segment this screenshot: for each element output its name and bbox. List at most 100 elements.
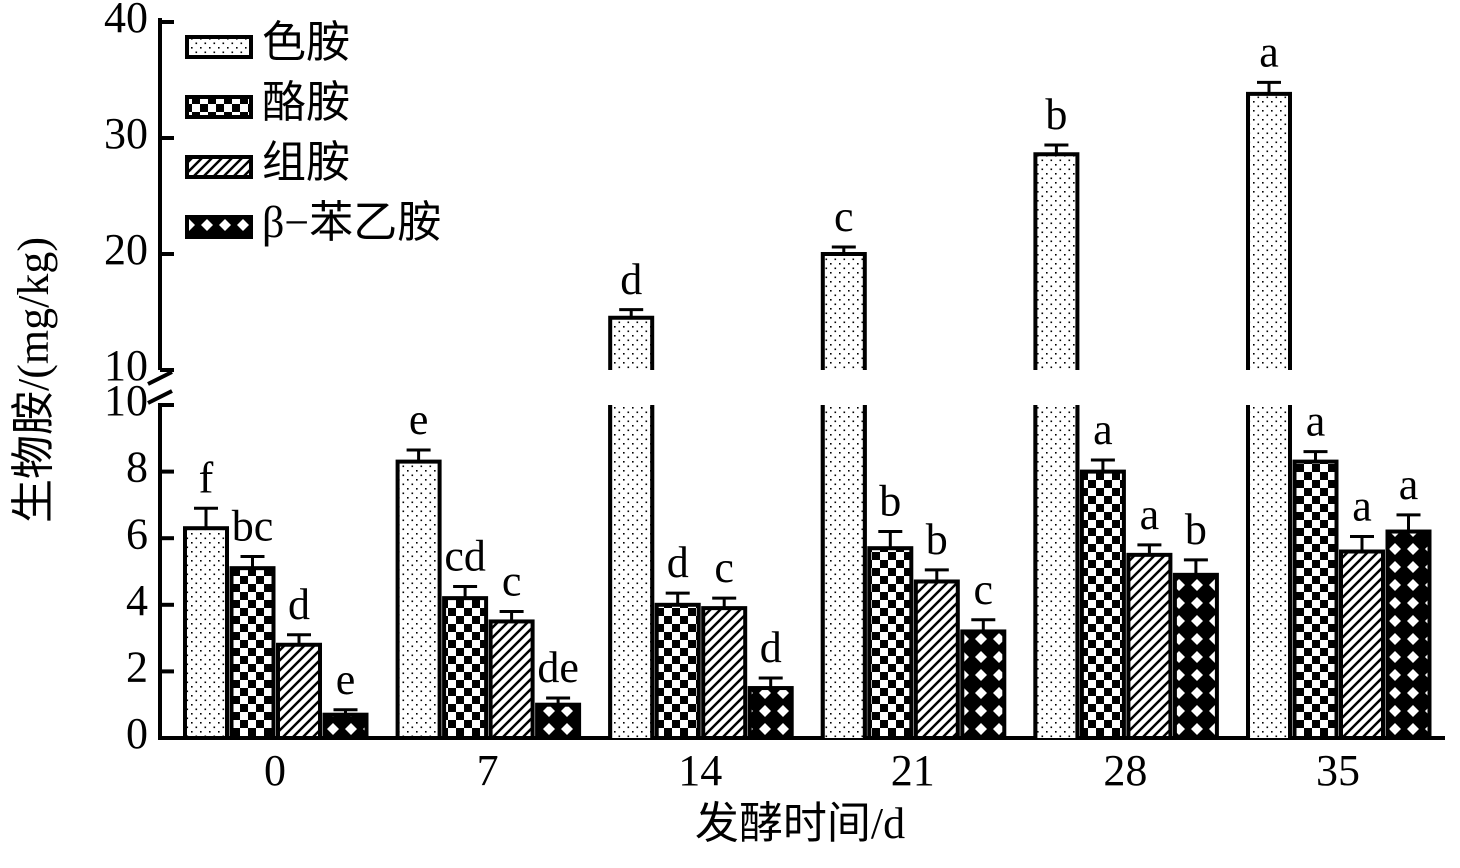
bar: [822, 405, 865, 738]
bar: [488, 619, 535, 741]
bar: [867, 546, 914, 740]
legend-label: 组胺: [262, 138, 350, 187]
error-bar: [878, 530, 903, 549]
significance-letter: a: [1399, 460, 1419, 509]
bar: [820, 252, 867, 370]
significance-letter: c: [502, 557, 522, 606]
bar: [442, 596, 489, 741]
error-bar: [831, 245, 856, 254]
y-tick-label: 4: [126, 576, 148, 625]
error-bar: [1396, 513, 1421, 532]
bar: [1246, 91, 1292, 370]
bar: [610, 405, 653, 738]
y-tick-label: 8: [126, 443, 148, 492]
bar: [1126, 552, 1173, 740]
significance-letter: b: [879, 477, 901, 526]
error-bar: [758, 676, 783, 689]
error-bar: [406, 448, 431, 462]
y-tick-label: 40: [104, 0, 148, 42]
bar: [183, 526, 229, 741]
bar: [1035, 405, 1078, 738]
significance-letter: d: [288, 580, 310, 629]
x-tick-label: 28: [1103, 746, 1147, 795]
significance-letter: d: [620, 255, 642, 304]
legend-label: 酪胺: [262, 78, 350, 127]
x-tick-label: 7: [477, 746, 499, 795]
legend-swatch: [185, 35, 253, 59]
bar: [913, 579, 960, 740]
x-tick-label: 21: [891, 746, 935, 795]
significance-letter: c: [834, 192, 854, 241]
significance-letter: f: [199, 453, 214, 502]
error-bar: [546, 696, 571, 705]
y-tick-label: 2: [126, 642, 148, 691]
error-bar: [453, 584, 478, 599]
error-bar: [971, 618, 996, 632]
error-bar: [499, 609, 524, 622]
legend-swatch: [185, 95, 253, 119]
significance-letter: c: [714, 543, 734, 592]
legend-swatch: [185, 155, 253, 179]
significance-letter: bc: [232, 502, 274, 551]
error-bar: [1183, 558, 1208, 575]
significance-letter: a: [1259, 27, 1279, 76]
error-bar: [619, 308, 644, 318]
bar: [747, 686, 794, 740]
significance-letter: a: [1352, 482, 1372, 531]
bar: [1033, 405, 1080, 738]
y-axis-label: 生物胺/(mg/kg): [9, 237, 58, 523]
y-tick-label: 30: [104, 109, 148, 158]
error-bar: [1137, 543, 1162, 555]
axis-break: [147, 370, 173, 405]
error-bar: [1044, 143, 1069, 155]
legend-label: β−苯乙胺: [262, 198, 441, 247]
bar: [229, 566, 276, 740]
error-bar: [287, 633, 311, 645]
y-tick-label: 10: [104, 376, 148, 425]
bar: [1339, 549, 1385, 741]
bar: [654, 602, 701, 740]
error-bar: [924, 568, 949, 582]
x-tick-label: 0: [264, 746, 286, 795]
bar: [1079, 469, 1126, 740]
bar: [1248, 405, 1290, 738]
error-bar: [1090, 458, 1115, 472]
legend-label: 色胺: [262, 18, 350, 67]
significance-letter: de: [537, 643, 579, 692]
significance-letter: b: [1185, 505, 1207, 554]
significance-letter: b: [926, 515, 948, 564]
significance-letter: b: [1045, 90, 1067, 139]
error-bar: [712, 596, 737, 609]
significance-letter: d: [760, 623, 782, 672]
error-bar: [333, 708, 358, 715]
error-bar: [1257, 80, 1281, 94]
significance-letter: e: [336, 655, 356, 704]
bar: [608, 315, 655, 370]
significance-letter: cd: [444, 532, 486, 581]
error-bar: [1303, 450, 1328, 462]
significance-letter: c: [974, 565, 994, 614]
y-tick-label: 20: [104, 225, 148, 274]
bar: [395, 459, 442, 740]
bar: [701, 606, 748, 740]
bar: [820, 405, 867, 738]
bar: [276, 642, 322, 741]
bar: [1246, 405, 1292, 738]
error-bar: [240, 555, 265, 569]
y-tick-label: 0: [126, 709, 148, 758]
significance-letter: e: [409, 395, 429, 444]
bar: [608, 405, 655, 738]
legend-swatch: [185, 215, 253, 239]
bar: [535, 702, 582, 741]
y-tick-label: 10: [104, 341, 148, 390]
x-axis-label: 发酵时间/d: [695, 799, 905, 848]
significance-letter: d: [667, 538, 689, 587]
y-tick-label: 6: [126, 509, 148, 558]
x-tick-label: 14: [678, 746, 722, 795]
bar: [1172, 572, 1219, 741]
significance-letter: a: [1093, 405, 1113, 454]
bar: [1292, 459, 1339, 740]
error-bar: [194, 506, 218, 529]
significance-letter: a: [1140, 490, 1160, 539]
